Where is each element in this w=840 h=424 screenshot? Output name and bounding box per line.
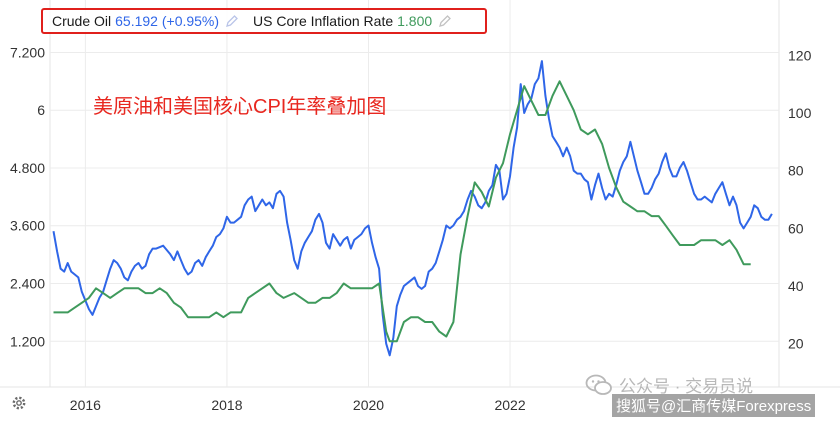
watermark-line1-text: 公众号 · 交易员说 bbox=[619, 377, 754, 396]
y-tick-label-left: 4.800 bbox=[10, 160, 45, 176]
y-tick-label-left: 2.400 bbox=[10, 276, 45, 292]
y-tick-label-right: 100 bbox=[788, 105, 812, 121]
pencil-icon[interactable] bbox=[438, 14, 452, 28]
legend-crude-value: 65.192 (+0.95%) bbox=[115, 13, 220, 29]
series-inflation-line bbox=[53, 80, 751, 343]
legend: Crude Oil 65.192 (+0.95%) US Core Inflat… bbox=[41, 8, 487, 34]
legend-inflation-label: US Core Inflation Rate bbox=[253, 13, 394, 29]
x-tick-label: 2020 bbox=[353, 397, 384, 413]
legend-inflation[interactable]: US Core Inflation Rate 1.800 bbox=[253, 13, 452, 29]
y-tick-label-right: 80 bbox=[788, 163, 804, 179]
y-tick-label-right: 120 bbox=[788, 47, 812, 63]
y-tick-label-left: 3.600 bbox=[10, 218, 45, 234]
y-tick-label-right: 60 bbox=[788, 220, 804, 236]
pencil-icon[interactable] bbox=[225, 14, 239, 28]
legend-crude[interactable]: Crude Oil 65.192 (+0.95%) bbox=[52, 13, 239, 29]
y-tick-label-right: 40 bbox=[788, 278, 804, 294]
x-tick-label: 2016 bbox=[70, 397, 101, 413]
y-tick-label-left: 6 bbox=[37, 102, 45, 118]
watermark-line2: 搜狐号@汇商传媒Forexpress bbox=[612, 394, 816, 417]
legend-crude-label: Crude Oil bbox=[52, 13, 112, 29]
x-tick-label: 2022 bbox=[494, 397, 525, 413]
y-tick-label-left: 7.200 bbox=[10, 44, 45, 60]
chart-annotation: 美原油和美国核心CPI年率叠加图 bbox=[93, 96, 387, 118]
wechat-icon bbox=[585, 374, 612, 395]
series-crude-line bbox=[52, 60, 773, 357]
legend-inflation-value: 1.800 bbox=[397, 13, 433, 29]
watermark-line1: 公众号 · 交易员说 bbox=[585, 372, 753, 397]
x-tick-label: 2018 bbox=[211, 397, 242, 413]
gear-icon[interactable] bbox=[11, 395, 27, 411]
y-tick-label-left: 1.200 bbox=[10, 333, 45, 349]
y-tick-label-right: 20 bbox=[788, 336, 804, 352]
